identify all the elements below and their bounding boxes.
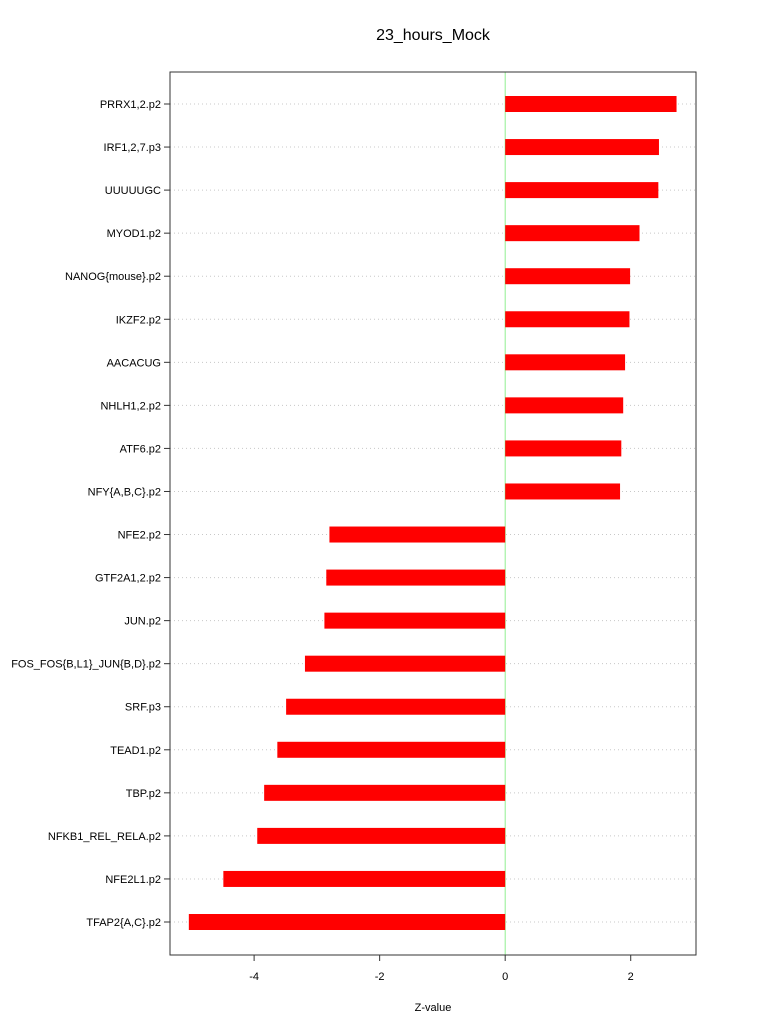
x-tick-label: -2 [375,971,385,983]
y-tick-label: NFKB1_REL_RELA.p2 [48,831,161,843]
y-tick-label: PRRX1,2.p2 [100,99,161,111]
y-axis-labels: PRRX1,2.p2 IRF1,2,7.p3 UUUUUGC MYOD1.p2 NANO… [11,99,170,929]
y-tick-label: IRF1,2,7.p3 [104,142,161,154]
bar [505,440,622,457]
gridlines [170,72,696,955]
x-axis-label: Z-value [415,1002,452,1014]
bar [264,784,506,801]
y-tick-label: IKZF2.p2 [116,314,161,326]
y-tick-label: MYOD1.p2 [107,228,161,240]
bar [324,612,506,629]
bar [277,741,506,758]
bar [286,698,506,715]
bar [223,870,506,887]
bar [505,397,624,414]
chart-title: 23_hours_Mock [376,27,491,44]
bar [188,914,506,930]
y-tick-label: TBP.p2 [126,788,161,800]
bars [188,96,677,930]
bar [326,569,506,586]
x-axis-ticks: -4 -2 0 2 [249,954,634,983]
y-tick-label: JUN.p2 [124,616,161,628]
bar [505,182,659,199]
y-tick-label: GTF2A1,2.p2 [95,573,161,585]
y-tick-label: TFAP2{A,C}.p2 [86,917,161,929]
y-tick-label: NFE2L1.p2 [105,874,161,886]
x-tick-label: 2 [628,971,634,983]
y-tick-label: UUUUUGC [105,185,161,197]
bar [505,268,631,285]
y-tick-label: NHLH1,2.p2 [100,400,161,412]
y-tick-label: SRF.p3 [125,702,161,714]
x-tick-label: 0 [502,971,508,983]
y-tick-label: NFY{A,B,C}.p2 [88,486,161,498]
bar [505,483,621,500]
bar [329,526,506,543]
y-tick-label: NANOG{mouse}.p2 [65,271,161,283]
y-tick-label: FOS_FOS{B,L1}_JUN{B,D}.p2 [11,659,161,671]
y-tick-label: TEAD1.p2 [110,745,161,757]
y-tick-label: ATF6.p2 [120,443,161,455]
bar [505,96,677,112]
y-tick-label: NFE2.p2 [118,530,161,542]
x-tick-label: -4 [249,971,259,983]
plot-frame [169,71,697,956]
bar [505,139,659,156]
bar [257,827,506,844]
y-tick-label: AACACUG [107,357,161,369]
bar [505,354,626,371]
bar [505,311,630,328]
bar [505,225,640,242]
bar [304,655,506,672]
